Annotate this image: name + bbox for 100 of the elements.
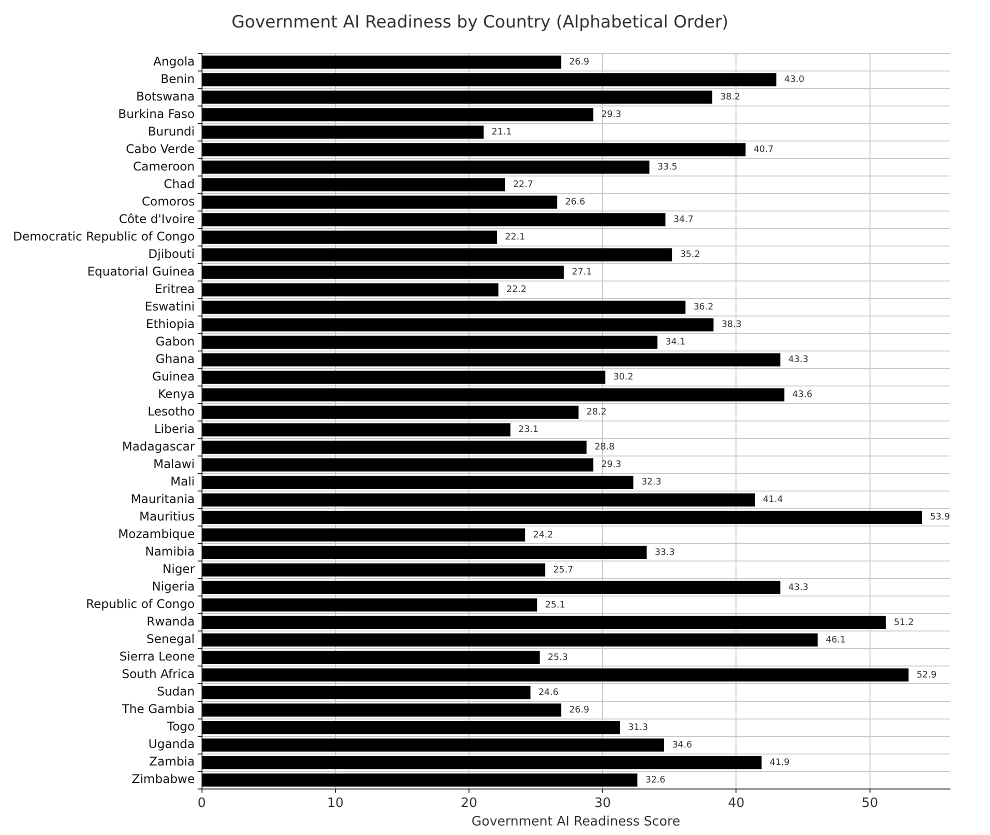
bar [202, 458, 594, 472]
y-tick-label: Burundi [148, 124, 195, 138]
y-tick-label: Sudan [156, 684, 195, 699]
data-label: 25.7 [553, 565, 574, 576]
y-tick-label: Zambia [149, 754, 195, 769]
y-tick-label: Mauritania [130, 492, 195, 506]
data-label: 24.6 [538, 688, 559, 698]
bar [202, 633, 818, 647]
data-label: 52.9 [916, 670, 937, 680]
data-label: 29.3 [601, 460, 622, 470]
bar [202, 230, 498, 244]
bar [202, 213, 666, 226]
y-tick-label: Comoros [142, 194, 195, 208]
bar [202, 703, 562, 717]
y-tick-label: Democratic Republic of Congo [12, 229, 195, 244]
bar [202, 300, 686, 314]
data-label: 35.2 [680, 250, 700, 260]
x-tick-label: 0 [198, 796, 206, 811]
data-label: 36.2 [693, 302, 714, 313]
data-label: 26.9 [569, 705, 590, 716]
data-label: 26.6 [565, 198, 586, 208]
y-tick-label: Mauritius [139, 510, 195, 524]
bar [202, 388, 784, 402]
y-tick-label: Gabon [156, 334, 195, 348]
y-tick-label: South Africa [122, 667, 195, 682]
data-label: 31.3 [628, 722, 648, 733]
data-label: 32.3 [641, 478, 662, 488]
x-axis-title: Government AI Readiness Score [472, 814, 680, 830]
y-tick-label: Botswana [136, 89, 195, 104]
data-label: 43.6 [792, 390, 813, 400]
bar [202, 738, 664, 752]
bar [202, 108, 594, 122]
y-tick-label: Chad [164, 176, 195, 191]
bar [202, 160, 650, 174]
bar [202, 510, 922, 524]
data-label: 27.1 [572, 268, 592, 278]
y-tick-label: Cabo Verde [126, 142, 195, 156]
x-tick-label: 40 [728, 796, 744, 811]
data-label: 34.6 [672, 740, 692, 750]
bar [202, 196, 558, 209]
y-tick-label: Ethiopia [146, 316, 195, 331]
x-tick-label: 10 [327, 796, 344, 811]
data-label: 21.1 [492, 128, 512, 138]
y-tick-label: The Gambia [120, 702, 195, 716]
y-tick-label: Guinea [152, 369, 195, 384]
y-tick-label: Madagascar [122, 439, 195, 454]
data-label: 25.3 [548, 652, 568, 663]
y-tick-label: Liberia [154, 422, 195, 436]
y-tick-label: Djibouti [148, 246, 195, 261]
y-tick-label: Malawi [153, 457, 195, 471]
y-tick-label: Sierra Leone [119, 650, 195, 664]
bar [202, 318, 714, 332]
y-tick-label: Burkina Faso [118, 106, 195, 121]
bar [202, 336, 658, 349]
y-tick-label: Equatorial Guinea [87, 264, 195, 278]
y-tick-label: Ghana [156, 352, 195, 366]
y-tick-label: Côte d'Ivoire [118, 212, 195, 226]
bar [202, 248, 672, 262]
y-tick-label: Togo [166, 720, 195, 734]
bar [202, 686, 530, 700]
bar [202, 90, 712, 104]
bar [202, 178, 506, 192]
y-tick-label: Zimbabwe [132, 772, 195, 786]
data-label: 24.2 [533, 530, 554, 540]
bar [202, 493, 755, 506]
bar [202, 353, 780, 366]
bar [202, 266, 564, 279]
data-label: 51.2 [894, 618, 914, 628]
y-tick-label: Mali [170, 474, 195, 489]
data-label: 43.3 [788, 582, 808, 593]
y-tick-label: Rwanda [146, 614, 195, 629]
bar [202, 370, 606, 384]
bar [202, 580, 780, 594]
y-tick-label: Cameroon [132, 159, 195, 174]
x-tick-label: 30 [594, 796, 611, 811]
bar [202, 616, 886, 630]
bar [202, 528, 526, 542]
bar [202, 598, 538, 612]
y-tick-label: Kenya [158, 386, 195, 401]
x-tick-label: 20 [460, 796, 478, 811]
y-tick-label: Niger [162, 562, 195, 576]
bar [202, 440, 587, 454]
data-label: 29.3 [601, 110, 622, 120]
data-label: 46.1 [826, 635, 846, 646]
data-label: 41.9 [770, 758, 790, 768]
data-label: 34.7 [673, 215, 694, 226]
bar [202, 773, 638, 787]
bar [202, 126, 484, 139]
data-label: 28.2 [586, 408, 607, 418]
data-label: 25.1 [545, 600, 566, 610]
y-tick-label: Uganda [148, 737, 195, 752]
data-label: 38.2 [720, 92, 740, 103]
bar [202, 546, 647, 559]
data-label: 30.2 [613, 372, 634, 383]
data-label: 34.1 [665, 338, 686, 348]
data-label: 28.8 [594, 442, 615, 453]
bar [202, 406, 579, 419]
data-label: 22.7 [513, 180, 534, 190]
y-tick-label: Eswatini [144, 299, 195, 314]
data-label: 43.0 [784, 75, 805, 86]
